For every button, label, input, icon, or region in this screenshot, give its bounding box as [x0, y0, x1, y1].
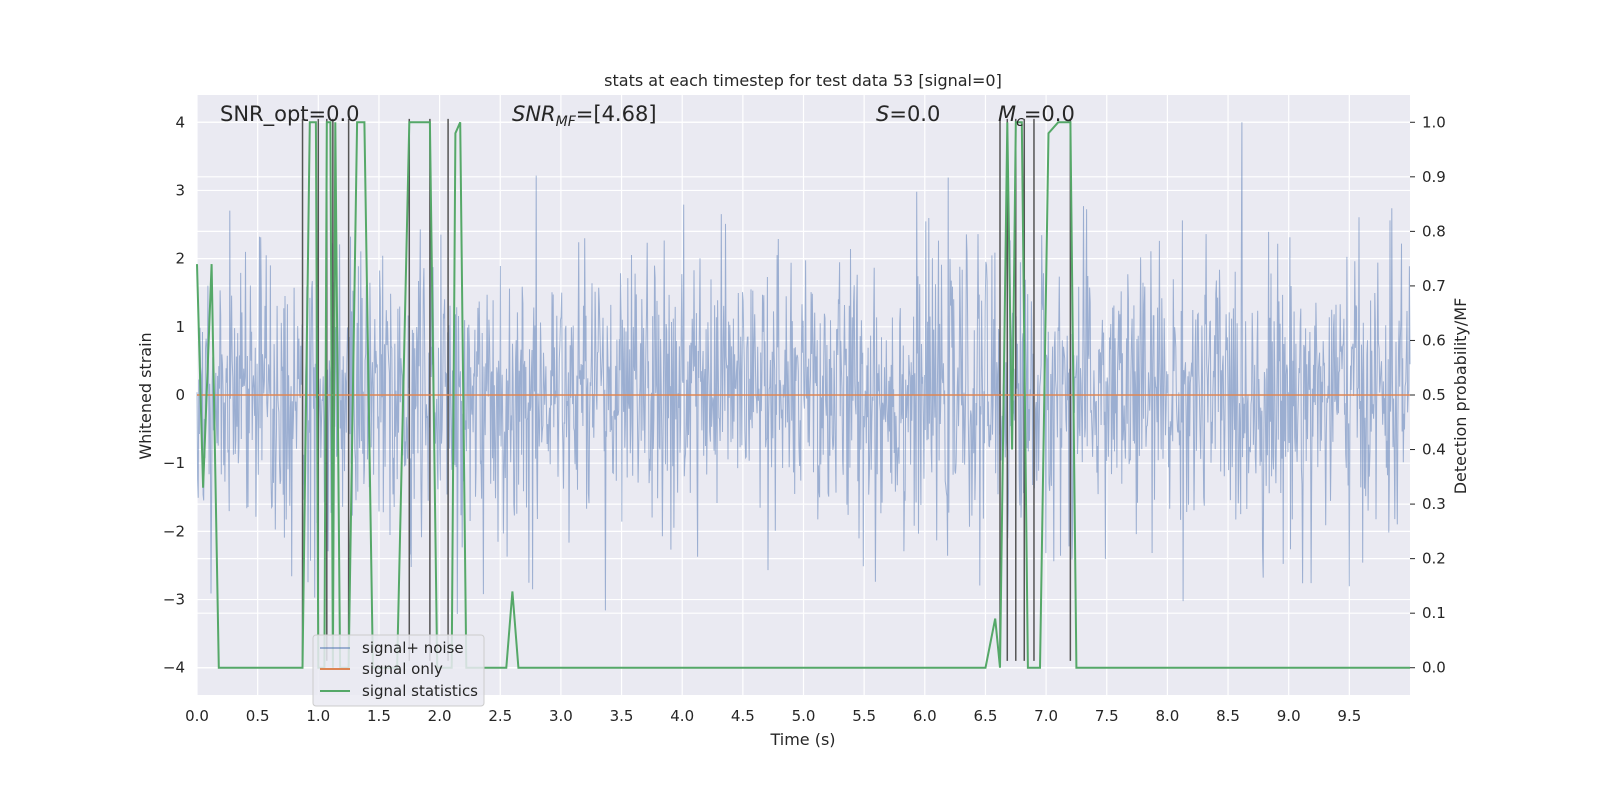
y-right-tick-label: 0.5 [1422, 386, 1446, 404]
x-tick-label: 8.0 [1155, 707, 1179, 725]
y-right-tick-label: 1.0 [1422, 113, 1446, 131]
y-tick-label: −4 [163, 659, 185, 677]
x-tick-label: 6.0 [913, 707, 937, 725]
y-right-tick-label: 0.8 [1422, 222, 1446, 240]
x-axis-label: Time (s) [769, 730, 835, 749]
y-axis-label: Whitened strain [136, 332, 155, 459]
annotations: SNR_opt=0.0 SNRMF=[4.68] S=0.0 Mc=0.0 [220, 102, 1075, 130]
x-tick-label: 1.5 [367, 707, 391, 725]
x-tick-label: 7.0 [1034, 707, 1058, 725]
x-tick-label: 3.0 [549, 707, 573, 725]
y-right-tick-label: 0.0 [1422, 659, 1446, 677]
legend-label-signal-only: signal only [362, 660, 443, 678]
y-right-tick-label: 0.7 [1422, 277, 1446, 295]
x-tick-label: 4.5 [731, 707, 755, 725]
signal-noise-line [196, 122, 1411, 615]
x-tick-label: 4.0 [670, 707, 694, 725]
x-tick-label: 2.5 [488, 707, 512, 725]
x-tick-label: 1.0 [306, 707, 330, 725]
chart-title: stats at each timestep for test data 53 … [604, 71, 1002, 90]
x-tick-label: 0.5 [246, 707, 270, 725]
y-right-tick-label: 0.4 [1422, 441, 1446, 459]
y-right-tick-label: 0.9 [1422, 168, 1446, 186]
y-tick-label: −2 [163, 522, 185, 540]
annotation-label: Mc=0.0 [998, 102, 1075, 130]
x-tick-label: 5.0 [792, 707, 816, 725]
x-tick-label: 3.5 [610, 707, 634, 725]
x-tick-label: 7.5 [1095, 707, 1119, 725]
series-signal-statistics [196, 121, 1410, 669]
y-tick-label: 0 [175, 386, 185, 404]
annotation-label: SNRMF=[4.68] [512, 102, 657, 130]
x-tick-label: 0.0 [185, 707, 209, 725]
y-right-axis-label: Detection probability/MF [1451, 298, 1470, 495]
annotation-label: SNR_opt=0.0 [220, 102, 360, 127]
y-right-tick-label: 0.2 [1422, 550, 1446, 568]
y-right-tick-label: 0.3 [1422, 495, 1446, 513]
x-tick-labels: 0.0 0.5 1.0 1.5 2.0 2.5 3.0 3.5 4.0 4.5 5.0 5.5 6.0 6… [185, 707, 1361, 725]
y-right-tick-labels: 1.0 0.9 0.8 0.7 0.6 0.5 0.4 0.3 0.2 0.1 0.0 [1410, 113, 1446, 677]
y-tick-label: 4 [175, 113, 185, 131]
x-tick-label: 8.5 [1216, 707, 1240, 725]
y-tick-label: 1 [175, 318, 185, 336]
signal-statistics-line [196, 121, 1410, 669]
series-signal-noise [196, 122, 1411, 615]
y-tick-label: 3 [175, 181, 185, 199]
legend-label-signal-statistics: signal statistics [362, 682, 478, 700]
x-tick-label: 9.0 [1277, 707, 1301, 725]
x-tick-label: 5.5 [852, 707, 876, 725]
annotation-label: S=0.0 [876, 102, 940, 126]
y-right-tick-label: 0.1 [1422, 604, 1446, 622]
y-tick-label: 2 [175, 250, 185, 268]
legend-label-signal-noise: signal+ noise [362, 639, 464, 657]
legend: signal+ noise signal only signal statist… [312, 634, 485, 707]
x-tick-label: 6.5 [974, 707, 998, 725]
x-tick-label: 9.5 [1337, 707, 1361, 725]
legend-box [312, 634, 485, 707]
y-tick-label: −3 [163, 591, 185, 609]
y-tick-labels: 4 3 2 1 0 −1 −2 −3 −4 [163, 113, 185, 676]
x-tick-label: 2.0 [428, 707, 452, 725]
y-right-tick-label: 0.6 [1422, 331, 1446, 349]
y-tick-label: −1 [163, 454, 185, 472]
